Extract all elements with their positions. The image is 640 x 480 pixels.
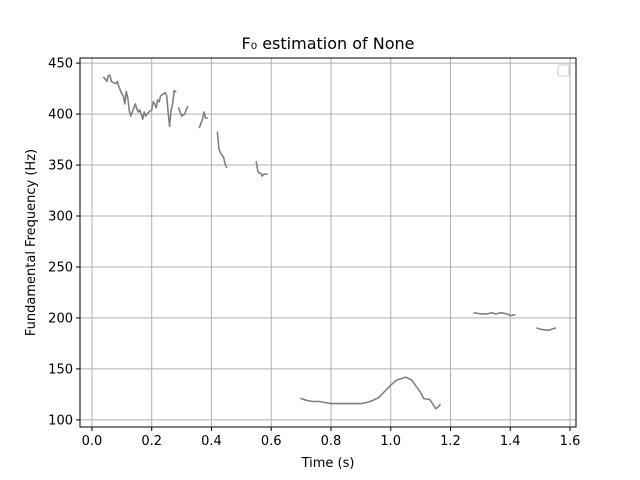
f0-series-segment: [216, 131, 228, 169]
f0-series-segment: [536, 327, 557, 332]
grid-layer: [80, 58, 576, 427]
y-axis-label: Fundamental Frequency (Hz): [24, 149, 39, 336]
f0-series-segment: [473, 311, 516, 317]
f0-series-segment: [300, 376, 442, 410]
x-tick-label: 0.0: [82, 434, 103, 449]
y-tick-label: 300: [48, 209, 73, 224]
y-tick-label: 400: [48, 108, 73, 123]
y-tick-label: 200: [48, 311, 73, 326]
x-tick-label: 1.2: [440, 434, 461, 449]
x-tick-label: 1.0: [380, 434, 401, 449]
x-tick-label: 0.8: [321, 434, 342, 449]
y-tick-label: 350: [48, 159, 73, 174]
plot-frame: [79, 57, 577, 428]
chart-title: F₀ estimation of None: [242, 34, 415, 53]
x-tick-label: 0.2: [141, 434, 162, 449]
legend-box: [557, 64, 570, 77]
y-tick-label: 150: [48, 362, 73, 377]
x-axis-label: Time (s): [301, 456, 355, 471]
x-tick-label: 0.4: [201, 434, 222, 449]
ticks-layer: 0.0 0.2 0.4 0.6 0.8 1.0 1.2 1.4 1.6 100 150 200 250 3…: [48, 57, 580, 449]
x-tick-label: 1.4: [500, 434, 521, 449]
series-layer: [102, 74, 557, 410]
x-tick-label: 1.6: [560, 434, 581, 449]
y-tick-label: 450: [48, 57, 73, 72]
f0-series-segment: [198, 111, 208, 129]
y-tick-label: 100: [48, 413, 73, 428]
f0-series-segment: [177, 105, 189, 117]
x-tick-label: 0.6: [261, 434, 282, 449]
f0-series-segment: [255, 161, 268, 177]
f0-series-segment: [102, 74, 177, 128]
y-tick-label: 250: [48, 260, 73, 275]
